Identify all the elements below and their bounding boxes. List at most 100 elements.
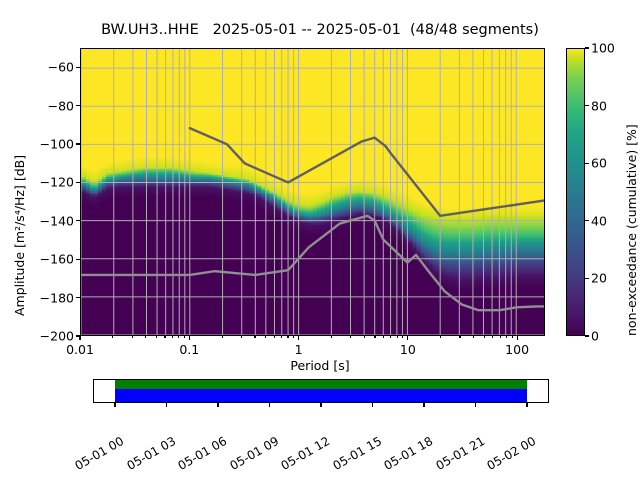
- y-tick-label: −140: [39, 213, 74, 229]
- timeline-bar-psd-coverage: [115, 389, 527, 402]
- timeline-tick-mark: [526, 403, 528, 407]
- y-tick-mark: [76, 143, 80, 145]
- plot-gridlines: [81, 49, 544, 335]
- colorbar-tick-label: 20: [591, 270, 607, 286]
- timeline-tick-label: 05-01 18: [381, 433, 436, 473]
- timeline-tick-label: 05-01 06: [175, 433, 230, 473]
- y-tick-label: −160: [39, 251, 74, 267]
- x-tick-mark: [505, 336, 508, 339]
- x-tick-mark: [363, 336, 365, 339]
- colorbar-tick-mark: [585, 277, 589, 279]
- x-tick-mark: [178, 336, 180, 339]
- timeline-coverage[interactable]: [93, 379, 549, 403]
- timeline-tick-mark: [320, 403, 322, 407]
- timeline-tick-label: 05-01 00: [72, 433, 127, 473]
- y-tick-label: −100: [39, 136, 74, 152]
- timeline-tick-label: 05-01 03: [124, 433, 178, 473]
- y-tick-label: −200: [39, 328, 74, 344]
- x-tick-mark: [297, 336, 300, 340]
- x-tick-mark: [183, 336, 185, 339]
- colorbar-tick-mark: [585, 335, 589, 337]
- x-tick-mark: [131, 336, 133, 339]
- colorbar-tick-mark: [585, 162, 589, 164]
- colorbar[interactable]: [566, 48, 585, 336]
- x-tick-mark: [265, 336, 267, 339]
- y-tick-mark: [76, 297, 80, 299]
- timeline-tick-label: 05-02 00: [484, 433, 539, 473]
- x-tick-mark: [483, 336, 485, 339]
- y-tick-mark: [76, 258, 80, 260]
- x-tick-mark: [164, 336, 166, 339]
- x-tick-mark: [273, 336, 275, 339]
- timeline-tick-mark: [474, 403, 477, 407]
- y-tick-mark: [76, 220, 80, 222]
- x-tick-mark: [407, 336, 409, 340]
- figure-title: BW.UH3..HHE 2025-05-01 -- 2025-05-01 (48…: [101, 22, 539, 38]
- x-axis-label: Period [s]: [290, 358, 350, 373]
- timeline-tick-mark: [268, 403, 271, 407]
- x-tick-mark: [188, 336, 190, 340]
- x-tick-mark: [330, 336, 333, 339]
- y-tick-label: −120: [39, 174, 74, 190]
- y-tick-mark: [76, 66, 80, 68]
- timeline-tick-mark: [423, 403, 425, 407]
- colorbar-tick-label: 100: [591, 40, 615, 56]
- x-tick-mark: [221, 336, 223, 339]
- colorbar-tick-mark: [585, 220, 589, 222]
- timeline-tick-mark: [217, 403, 219, 407]
- timeline-tick-label: 05-01 21: [433, 433, 487, 473]
- x-tick-mark: [492, 336, 494, 339]
- x-tick-label: 0.01: [66, 342, 94, 357]
- x-tick-mark: [112, 336, 114, 339]
- colorbar-tick-label: 80: [591, 98, 607, 114]
- x-tick-mark: [473, 336, 475, 339]
- ppsd-histogram: [81, 49, 544, 335]
- colorbar-tick-mark: [585, 105, 589, 107]
- timeline-tick-label: 05-01 15: [330, 433, 384, 473]
- x-tick-mark: [499, 336, 501, 339]
- x-tick-label: 100: [505, 342, 530, 357]
- x-tick-mark: [511, 336, 513, 339]
- x-tick-mark: [287, 336, 289, 339]
- colorbar-tick-mark: [585, 47, 589, 49]
- colorbar-label: non-exceedance (cumulative) [%]: [624, 124, 639, 336]
- x-tick-label: 0.1: [179, 342, 200, 357]
- timeline-tick-mark: [371, 403, 374, 407]
- x-tick-mark: [254, 336, 256, 339]
- y-tick-mark: [76, 335, 80, 337]
- colorbar-tick-label: 60: [591, 155, 607, 171]
- timeline-tick-mark: [114, 403, 116, 407]
- x-tick-mark: [390, 336, 392, 339]
- x-tick-mark: [516, 336, 518, 340]
- timeline-tick-label: 05-01 09: [227, 433, 281, 473]
- x-tick-mark: [402, 336, 404, 339]
- timeline-bar-data-coverage: [115, 380, 527, 389]
- x-tick-label: 10: [399, 342, 416, 357]
- ppsd-plot-area[interactable]: [80, 48, 545, 336]
- x-tick-mark: [79, 336, 81, 340]
- y-tick-mark: [76, 105, 80, 107]
- x-tick-mark: [382, 336, 385, 339]
- x-tick-mark: [374, 336, 376, 339]
- x-tick-mark: [292, 336, 295, 339]
- x-tick-label: 1: [294, 342, 303, 357]
- x-tick-mark: [145, 336, 147, 339]
- x-tick-mark: [350, 336, 352, 339]
- y-tick-label: −180: [39, 290, 74, 306]
- timeline-tick-label: 05-01 12: [278, 433, 333, 473]
- x-tick-mark: [281, 336, 283, 339]
- y-tick-mark: [76, 181, 80, 183]
- y-tick-label: −60: [47, 59, 74, 75]
- x-tick-mark: [459, 336, 461, 339]
- colorbar-tick-label: 40: [591, 213, 607, 229]
- x-tick-mark: [155, 336, 157, 339]
- x-tick-mark: [440, 336, 442, 339]
- x-tick-mark: [240, 336, 242, 339]
- noise-model-lines: [81, 126, 544, 312]
- colorbar-tick-label: 0: [591, 328, 599, 344]
- y-tick-label: −80: [47, 98, 74, 114]
- x-tick-mark: [171, 336, 173, 339]
- x-tick-mark: [396, 336, 398, 339]
- timeline-tick-mark: [165, 403, 168, 407]
